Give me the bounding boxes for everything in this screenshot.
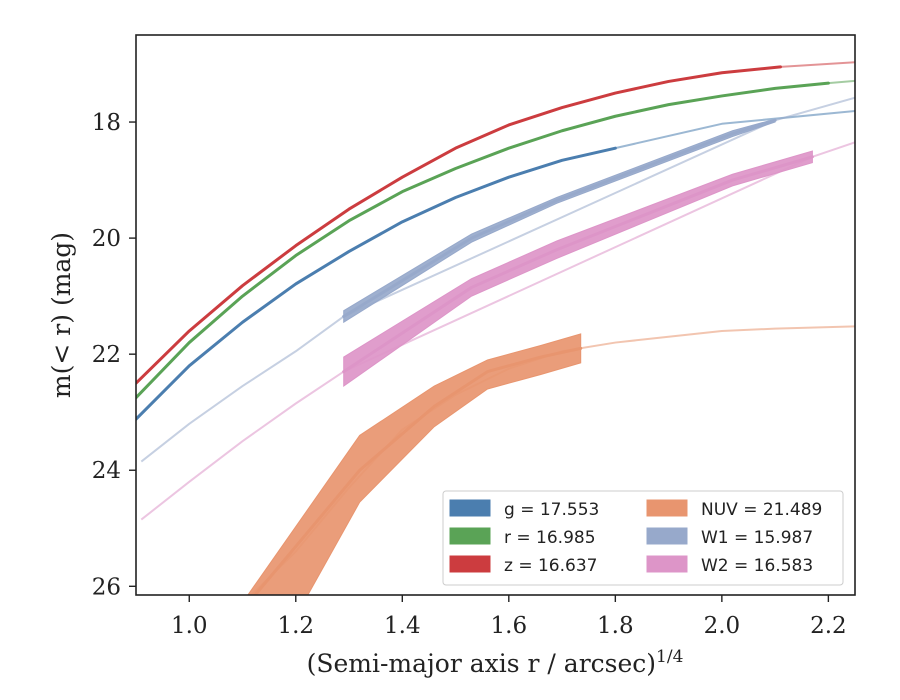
series-g-extrapolation (615, 110, 855, 150)
legend-swatch (449, 527, 491, 545)
legend-label: r = 16.985 (504, 528, 596, 548)
legend-label: NUV = 21.489 (701, 500, 822, 520)
series-w1-band (343, 118, 776, 324)
y-axis: 18 20 22 24 26 (92, 110, 136, 600)
series-z-extrapolation (780, 61, 855, 68)
x-tick-label: 1.8 (597, 613, 634, 639)
legend-label: W2 = 16.583 (701, 556, 813, 576)
legend-frame (442, 490, 844, 586)
legend-item-w1: W1 = 15.987 (646, 527, 813, 548)
legend-swatch (646, 527, 688, 545)
x-axis-label-main: (Semi-major axis r / arcsec) (307, 649, 656, 678)
legend-label: g = 17.553 (504, 500, 599, 520)
x-tick-label: 1.6 (491, 613, 528, 639)
plot-frame (135, 34, 856, 596)
series-nuv-line (253, 346, 583, 595)
x-tick-label: 1.2 (277, 613, 314, 639)
y-axis-label: m(< r) (mag) (47, 232, 76, 398)
y-tick-label: 22 (92, 342, 121, 368)
legend-swatch (449, 499, 491, 517)
series-r-band (136, 82, 829, 399)
x-tick-label: 1.4 (384, 613, 421, 639)
series-r-line (136, 81, 830, 400)
y-tick-label: 26 (92, 574, 121, 600)
x-tick-label: 2.2 (810, 613, 847, 639)
y-tick-label: 18 (92, 110, 121, 136)
x-axis-label: (Semi-major axis r / arcsec)1/4 (307, 647, 684, 678)
legend-item-w2: W2 = 16.583 (646, 555, 813, 576)
x-axis: 1.0 1.2 1.4 1.6 1.8 2.0 2.2 (171, 595, 847, 639)
legend: g = 17.553 r = 16.985 z = 16.637 NUV = 21.4… (442, 490, 844, 586)
x-tick-label: 1.0 (171, 613, 208, 639)
series-w2-band (343, 150, 813, 388)
series-w2-extrapolation (140, 141, 855, 521)
plot-area (136, 61, 855, 595)
series-w1-line (342, 118, 777, 318)
legend-swatch (449, 555, 491, 573)
legend-item-z: z = 16.637 (449, 555, 597, 576)
series-z-line (136, 65, 782, 385)
x-tick-label: 2.0 (704, 613, 741, 639)
legend-label: z = 16.637 (504, 556, 597, 576)
legend-swatch (646, 555, 688, 573)
legend-item-g: g = 17.553 (449, 499, 599, 520)
series-g-line (136, 146, 617, 421)
legend-label: W1 = 15.987 (701, 528, 813, 548)
legend-swatch (646, 499, 688, 517)
series-g-band (136, 147, 616, 420)
series-r-extrapolation (828, 79, 855, 85)
y-tick-label: 24 (92, 458, 121, 484)
legend-item-nuv: NUV = 21.489 (646, 499, 822, 520)
legend-item-r: r = 16.985 (449, 527, 596, 548)
y-tick-label: 20 (92, 226, 121, 252)
x-axis-label-superscript: 1/4 (656, 647, 683, 667)
series-nuv-band (247, 333, 582, 595)
series-w2-line (342, 155, 814, 374)
